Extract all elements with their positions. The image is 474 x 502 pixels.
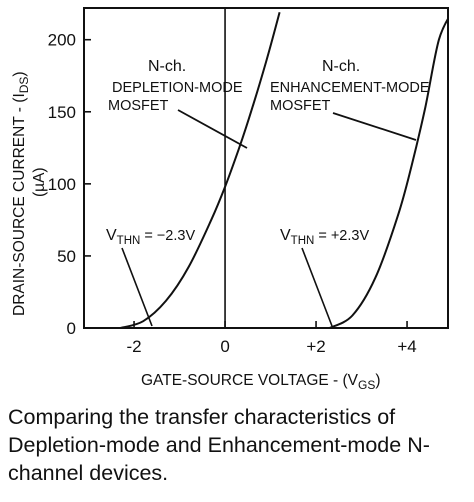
svg-text:(µA): (µA) [31,167,48,197]
y-tick-label: 200 [48,31,76,50]
y-tick-label: 50 [57,247,76,266]
enhancement-label-line2: ENHANCEMENT-MODE [270,80,430,96]
x-tick-label: -2 [126,337,141,356]
enhancement-threshold-label: VTHN = +2.3V [280,227,369,327]
depletion-leader-line [177,109,248,149]
x-tick-label: 0 [220,337,229,356]
enhancement-label-line1: N-ch. [322,58,360,75]
depletion-threshold-label: VTHN = −2.3V [106,227,195,327]
transfer-characteristics-chart: 0 50 100 150 200 -2 0 +2 +4 N-ch. DEPLETION-MODE… [11,7,449,392]
y-tick-label: 100 [48,175,76,194]
enhancement-vth-leader [301,247,333,327]
enhancement-mode-curve [329,16,448,328]
enhancement-vth-text: VTHN = +2.3V [280,227,369,247]
depletion-label-line2: DEPLETION-MODE [112,80,243,96]
svg-text:DRAIN-SOURCE CURRENT - (IDS): DRAIN-SOURCE CURRENT - (IDS) [11,71,31,316]
x-tick-label: +2 [306,337,325,356]
depletion-label-line3: MOSFET [108,98,169,114]
enhancement-leader-line [332,112,417,141]
y-tick-label: 0 [67,319,76,338]
y-axis-title: DRAIN-SOURCE CURRENT - (IDS) [11,71,31,316]
x-axis-title: GATE-SOURCE VOLTAGE - (VGS) [141,372,381,392]
enhancement-mode-label: N-ch. ENHANCEMENT-MODE MOSFET [270,58,430,141]
figure-caption: Comparing the transfer characteristics o… [8,405,430,485]
plot-frame [83,7,449,329]
y-axis-unit: (µA) [31,167,48,197]
x-tick-label: +4 [397,337,416,356]
y-tick-label: 150 [48,103,76,122]
depletion-vth-text: VTHN = −2.3V [106,227,195,247]
depletion-mode-curve [120,12,281,328]
depletion-mode-label: N-ch. DEPLETION-MODE MOSFET [108,58,248,149]
enhancement-label-line3: MOSFET [270,98,331,114]
depletion-label-line1: N-ch. [148,58,186,75]
depletion-vth-leader [121,247,153,327]
